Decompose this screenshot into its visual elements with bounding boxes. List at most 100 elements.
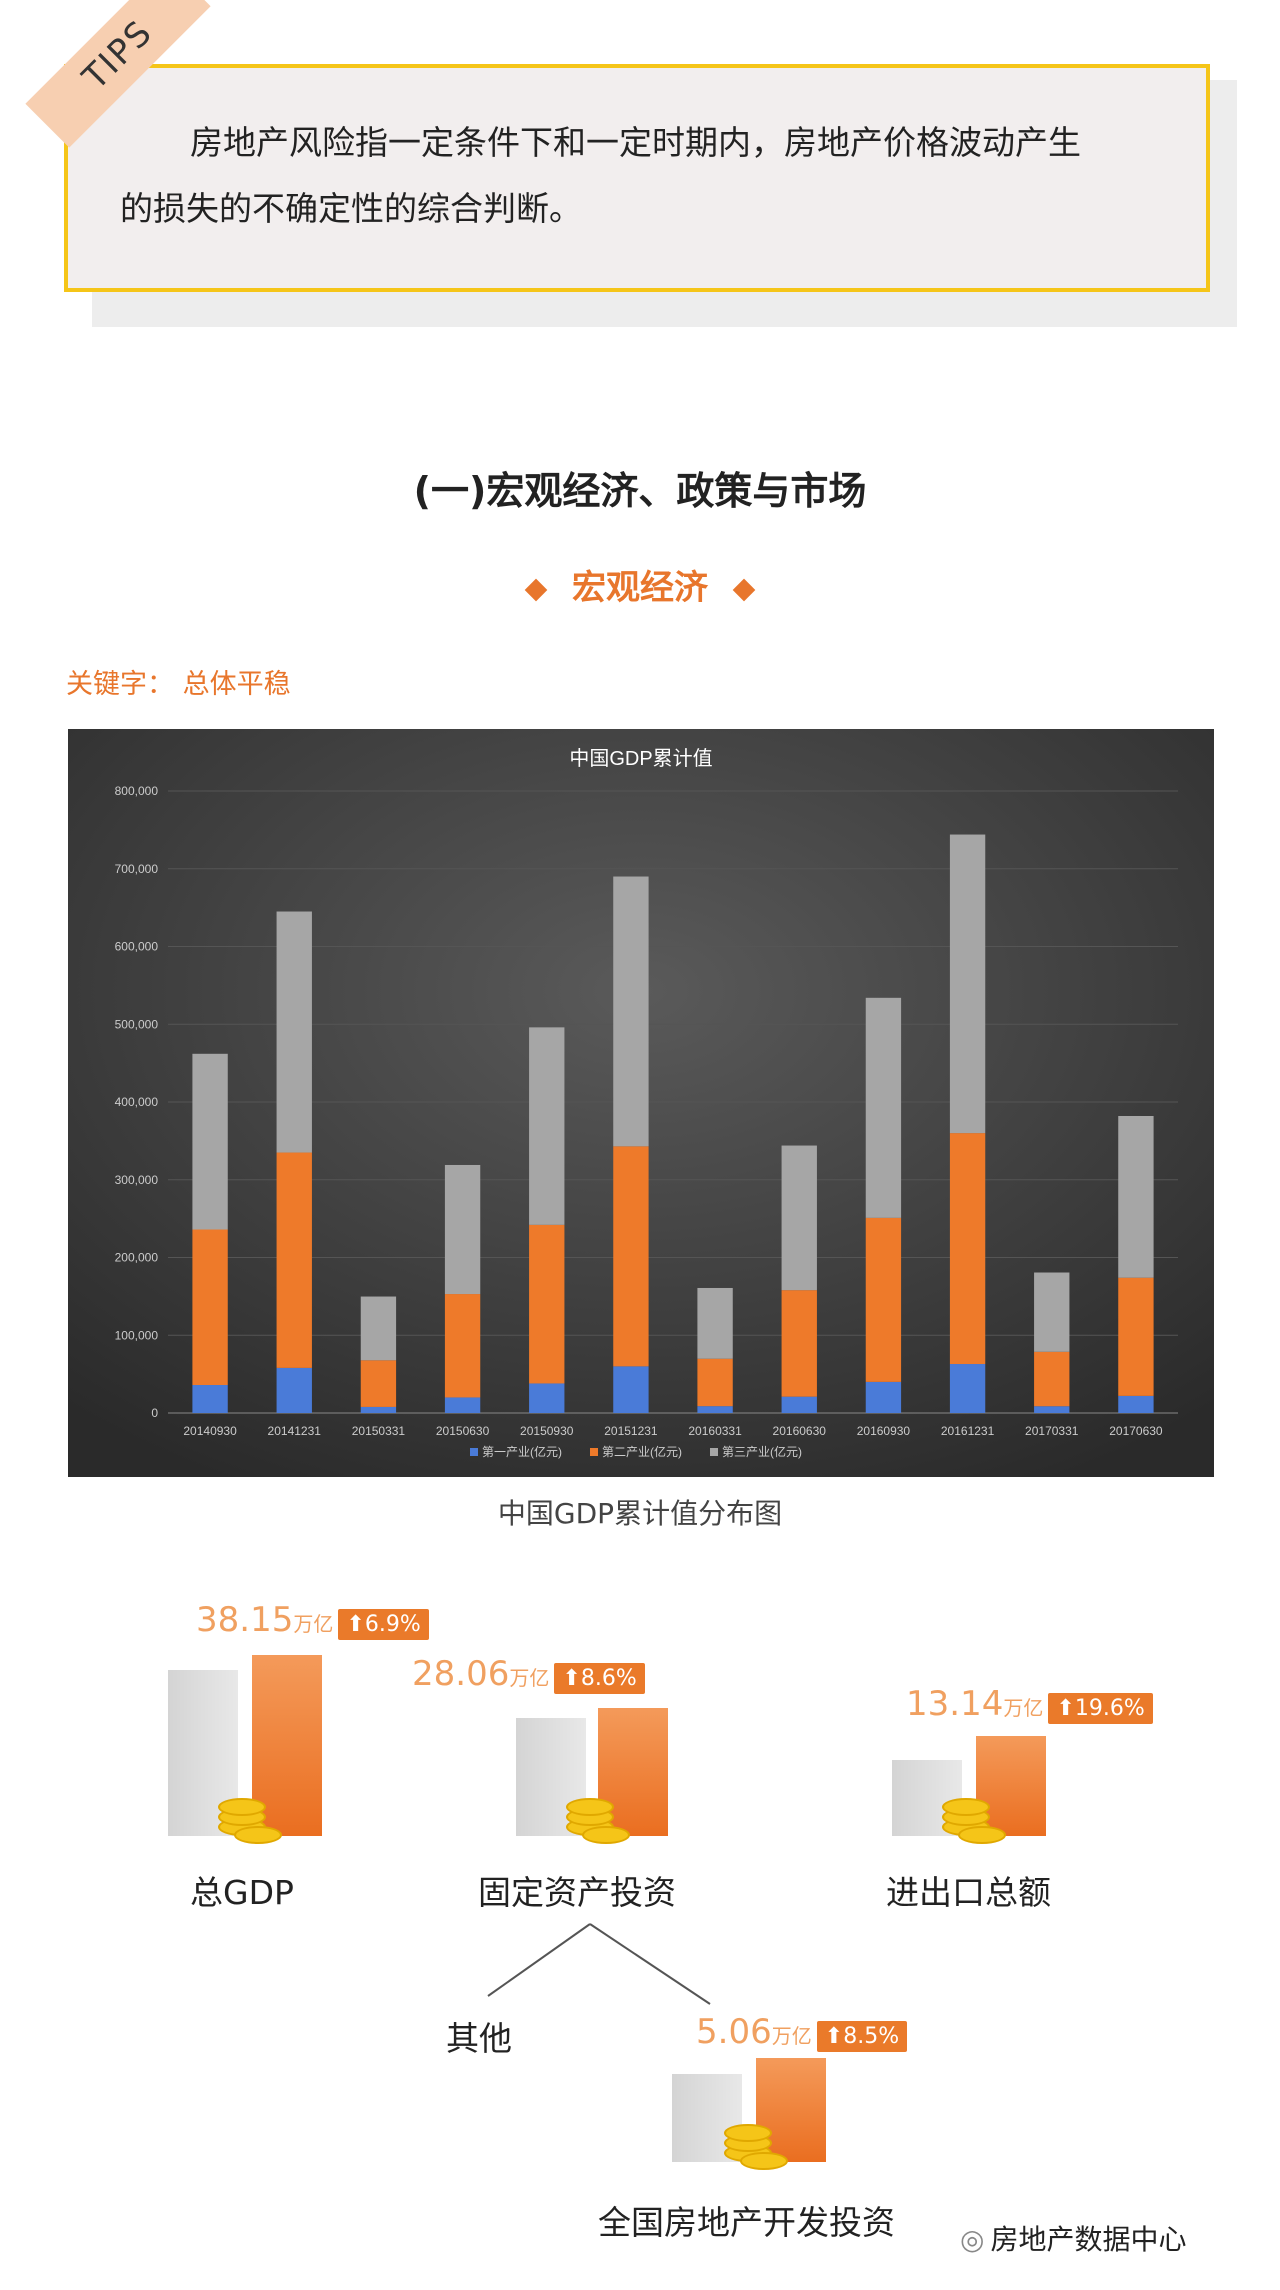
footer-brand: ◎ 房地产数据中心: [960, 2218, 1186, 2258]
y-tick-label: 700,000: [115, 862, 159, 876]
bar-segment-3: [949, 834, 986, 1134]
bar-segment-3: [360, 1296, 397, 1361]
legend-label: 第三产业(亿元): [722, 1444, 802, 1459]
tips-text-line2: 的损失的不确定性的综合判断。: [120, 189, 582, 228]
x-tick-label: 20141231: [268, 1424, 322, 1438]
stat-unit: 万亿: [293, 1612, 334, 1636]
sub-heading: 宏观经济: [0, 560, 1280, 609]
stat-gdp-value-group: 38.15万亿 ⬆6.9%: [196, 1600, 429, 1640]
bar-segment-3: [865, 997, 902, 1218]
bar-segment-2: [613, 1146, 649, 1367]
y-tick-label: 200,000: [115, 1251, 159, 1265]
bar-segment-2: [444, 1294, 481, 1398]
coin-stack-icon: [566, 1784, 630, 1844]
bar-segment-2: [192, 1229, 228, 1386]
bar-segment-1: [192, 1385, 228, 1413]
wechat-icon: ◎: [960, 2223, 985, 2256]
bar-segment-1: [949, 1364, 986, 1413]
keyword-label: 关键字： 总体平稳: [66, 669, 291, 700]
coin-stack-icon: [724, 2110, 788, 2170]
diamond-icon: [732, 578, 756, 601]
bar-segment-3: [781, 1145, 817, 1291]
bar-segment-1: [529, 1383, 565, 1413]
stat-label-fixed-investment: 固定资产投资: [478, 1873, 676, 1912]
bar-segment-1: [1118, 1395, 1154, 1413]
y-tick-label: 100,000: [115, 1328, 159, 1342]
bar-segment-1: [276, 1367, 312, 1413]
bar-segment-1: [444, 1397, 481, 1413]
legend-swatch: [470, 1448, 478, 1456]
x-tick-label: 20140930: [183, 1424, 237, 1438]
stat-label-gdp: 总GDP: [190, 1873, 294, 1912]
bar-segment-2: [949, 1133, 986, 1365]
stat-unit: 万亿: [1003, 1696, 1044, 1720]
bar-segment-2: [1034, 1351, 1070, 1407]
coin-stack-icon: [218, 1784, 282, 1844]
tips-box: [64, 64, 1210, 292]
stat-trade-value-group: 13.14万亿 ⬆19.6%: [906, 1684, 1153, 1724]
growth-badge: ⬆8.6%: [554, 1663, 645, 1694]
chart-caption: 中国GDP累计值分布图: [497, 1497, 783, 1530]
bar-segment-1: [1034, 1406, 1070, 1413]
footer-brand-text: 房地产数据中心: [990, 2223, 1187, 2256]
bar-segment-3: [697, 1287, 733, 1359]
legend-label: 第二产业(亿元): [602, 1444, 682, 1459]
other-label: 其他: [446, 2019, 512, 2058]
bar-segment-3: [529, 1027, 565, 1225]
coin-stack-icon: [942, 1784, 1006, 1844]
stat-value: 38.15: [196, 1600, 294, 1640]
bar-segment-2: [360, 1360, 397, 1407]
x-tick-label: 20150930: [520, 1424, 574, 1438]
y-tick-label: 500,000: [115, 1017, 159, 1031]
growth-badge: ⬆19.6%: [1048, 1693, 1153, 1724]
bar-segment-2: [865, 1217, 902, 1382]
bar-segment-3: [613, 876, 649, 1147]
y-tick-label: 600,000: [115, 940, 159, 954]
bar-segment-3: [1118, 1115, 1154, 1278]
x-tick-label: 20150630: [436, 1424, 490, 1438]
x-tick-label: 20150331: [352, 1424, 406, 1438]
diamond-icon: [524, 578, 548, 601]
bar-segment-1: [697, 1406, 733, 1413]
growth-badge: ⬆8.5%: [816, 2021, 908, 2052]
sub-heading-text: 宏观经济: [572, 568, 708, 608]
legend-label: 第一产业(亿元): [482, 1444, 562, 1459]
bar-segment-2: [276, 1152, 312, 1368]
bar-segment-2: [697, 1358, 733, 1407]
bar-segment-1: [360, 1406, 397, 1413]
y-tick-label: 400,000: [115, 1095, 159, 1109]
stat-realestate-value-group: 5.06万亿 ⬆8.5%: [696, 2012, 908, 2052]
tips-text-line1: 房地产风险指一定条件下和一定时期内，房地产价格波动产生: [190, 123, 1081, 162]
bar-segment-3: [1034, 1272, 1070, 1352]
bar-segment-2: [529, 1224, 565, 1384]
stat-value: 5.06: [696, 2012, 772, 2052]
chart-title: 中国GDP累计值: [569, 747, 712, 770]
branch-lines: [487, 1923, 711, 2005]
legend-swatch: [710, 1448, 718, 1456]
x-tick-label: 20161231: [941, 1424, 995, 1438]
stat-unit: 万亿: [509, 1666, 550, 1690]
growth-badge: ⬆6.9%: [338, 1609, 429, 1640]
bar-segment-3: [444, 1164, 481, 1295]
x-tick-label: 20151231: [604, 1424, 658, 1438]
legend-swatch: [590, 1448, 598, 1456]
bar-segment-2: [1118, 1277, 1154, 1396]
x-tick-label: 20160930: [857, 1424, 911, 1438]
x-tick-label: 20160630: [773, 1424, 827, 1438]
x-tick-label: 20160331: [688, 1424, 742, 1438]
bar-segment-1: [781, 1396, 817, 1413]
bar-segment-1: [865, 1381, 902, 1413]
stat-value: 28.06: [412, 1654, 510, 1694]
gdp-chart: 中国GDP累计值 800,000 700,000 600,000 500,000 400…: [68, 729, 1214, 1477]
bar-segment-1: [613, 1366, 649, 1413]
bar-segment-3: [192, 1053, 228, 1230]
y-tick-label: 0: [151, 1406, 158, 1420]
x-tick-label: 20170331: [1025, 1424, 1079, 1438]
bar-segment-2: [781, 1290, 817, 1397]
stat-unit: 万亿: [771, 2024, 812, 2048]
stat-value: 13.14: [906, 1684, 1004, 1724]
bar-segment-3: [276, 911, 312, 1153]
stat-label-realestate: 全国房地产开发投资: [598, 2203, 895, 2242]
stat-fixed-value-group: 28.06万亿 ⬆8.6%: [412, 1654, 645, 1694]
section-heading: (一)宏观经济、政策与市场: [413, 469, 867, 513]
